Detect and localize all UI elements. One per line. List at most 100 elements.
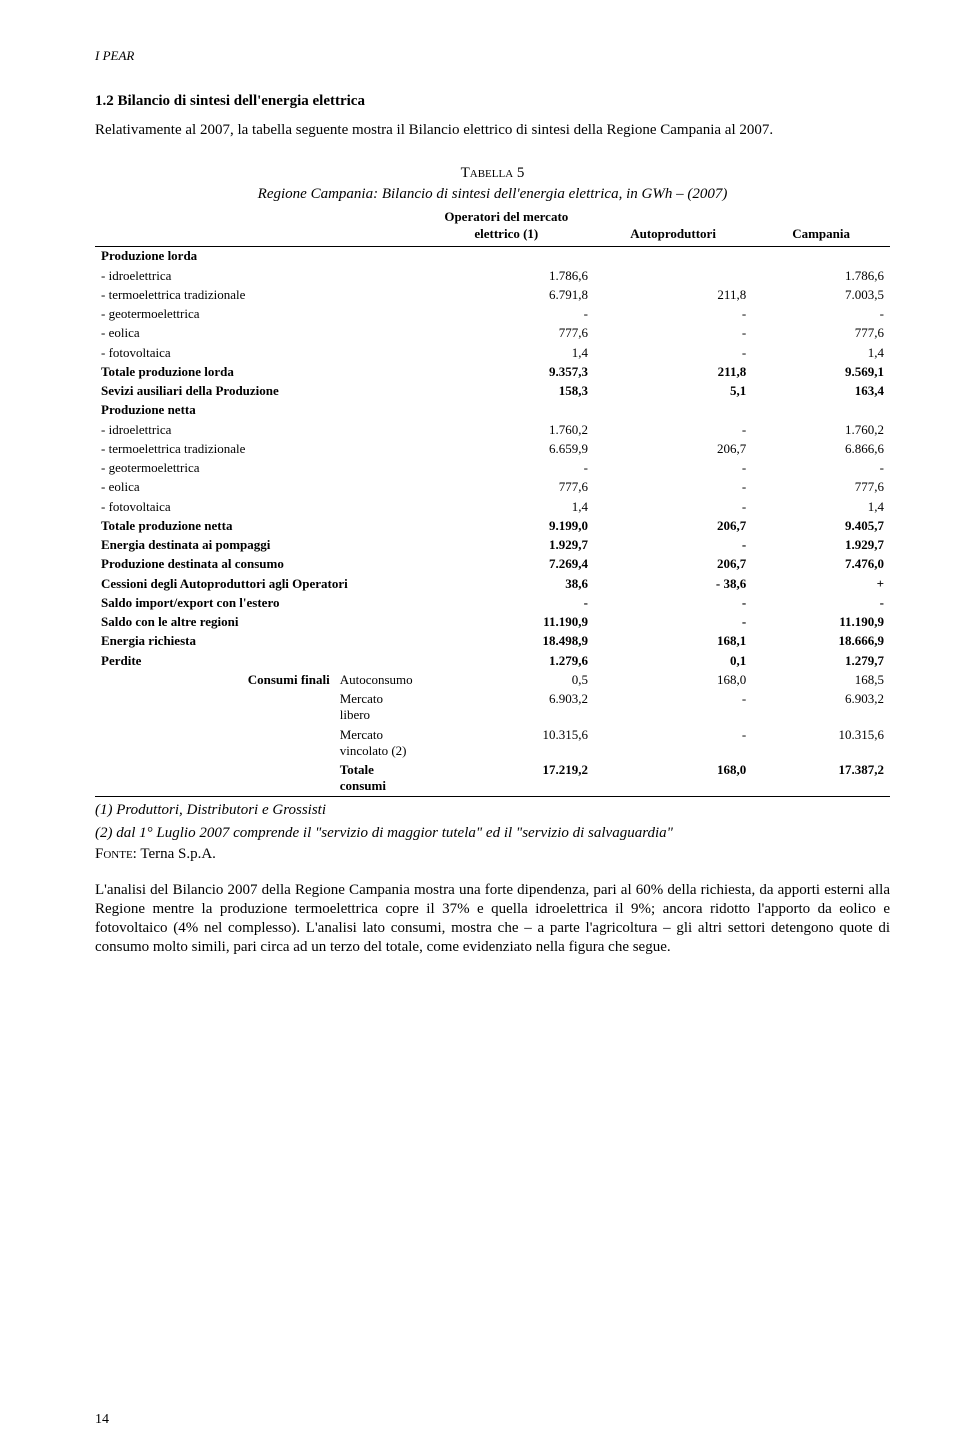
table-row: - idroelettrica1.786,61.786,6 (95, 266, 890, 285)
row-value: 10.315,6 (419, 725, 594, 761)
col-0 (95, 207, 419, 246)
table-header-row: Operatori del mercato elettrico (1) Auto… (95, 207, 890, 246)
row-label: Energia destinata ai pompaggi (95, 536, 419, 555)
row-label: Energia richiesta (95, 632, 419, 651)
row-value: 17.219,2 (419, 761, 594, 797)
table-row: Energia richiesta18.498,9168,118.666,9 (95, 632, 890, 651)
table-row: Totale consumi17.219,2168,017.387,2 (95, 761, 890, 797)
row-value: 18.666,9 (752, 632, 890, 651)
table-row: Totale produzione lorda9.357,3211,89.569… (95, 362, 890, 381)
row-label: Sevizi ausiliari della Produzione (95, 382, 419, 401)
table-row: Produzione destinata al consumo7.269,420… (95, 555, 890, 574)
col-2: Autoproduttori (594, 207, 752, 246)
table-row: - fotovoltaica1,4-1,4 (95, 343, 890, 362)
row-value: - (594, 497, 752, 516)
row-value (419, 401, 594, 420)
row-value: - (594, 478, 752, 497)
row-label: Perdite (95, 651, 419, 670)
row-value (594, 401, 752, 420)
table-row: Saldo con le altre regioni11.190,9-11.19… (95, 613, 890, 632)
row-value: 18.498,9 (419, 632, 594, 651)
table-subtitle: Regione Campania: Bilancio di sintesi de… (95, 185, 890, 204)
table-row: - geotermoelettrica--- (95, 459, 890, 478)
row-value: 168,0 (594, 761, 752, 797)
page-header: I PEAR (95, 48, 890, 64)
row-value: - (594, 420, 752, 439)
row-label-b: Mercato vincolato (2) (336, 725, 419, 761)
row-label-a: Consumi finali (95, 670, 336, 689)
table-row: Totale produzione netta9.199,0206,79.405… (95, 516, 890, 535)
table-row: Saldo import/export con l'estero--- (95, 593, 890, 612)
row-value: - (594, 536, 752, 555)
row-value: 206,7 (594, 555, 752, 574)
row-value: 7.269,4 (419, 555, 594, 574)
row-value: - (594, 725, 752, 761)
row-value: 9.199,0 (419, 516, 594, 535)
row-label: Totale produzione netta (95, 516, 419, 535)
table-row: Produzione lorda (95, 246, 890, 266)
row-value: 6.659,9 (419, 439, 594, 458)
table-row: Perdite1.279,60,11.279,7 (95, 651, 890, 670)
row-label: - geotermoelettrica (95, 305, 419, 324)
intro-paragraph: Relativamente al 2007, la tabella seguen… (95, 121, 890, 140)
row-label: Cessioni degli Autoproduttori agli Opera… (95, 574, 419, 593)
row-label: - fotovoltaica (95, 343, 419, 362)
row-value: + (752, 574, 890, 593)
row-value: 1.279,6 (419, 651, 594, 670)
row-value: 1.786,6 (419, 266, 594, 285)
row-value: 158,3 (419, 382, 594, 401)
table-row: - geotermoelettrica--- (95, 305, 890, 324)
row-value: 206,7 (594, 516, 752, 535)
row-value: 1,4 (752, 343, 890, 362)
row-label: - idroelettrica (95, 266, 419, 285)
row-label: - termoelettrica tradizionale (95, 439, 419, 458)
table-row: - eolica777,6-777,6 (95, 324, 890, 343)
row-value: - (419, 459, 594, 478)
row-value: 6.903,2 (752, 690, 890, 726)
row-value: - (594, 593, 752, 612)
row-value: 1.760,2 (419, 420, 594, 439)
row-value: - (594, 324, 752, 343)
table-row: Mercato vincolato (2)10.315,6-10.315,6 (95, 725, 890, 761)
table-row: Produzione netta (95, 401, 890, 420)
col-1: Operatori del mercato elettrico (1) (419, 207, 594, 246)
row-label-b: Autoconsumo (336, 670, 419, 689)
row-value: 1.929,7 (419, 536, 594, 555)
row-value: 163,4 (752, 382, 890, 401)
row-value: 777,6 (752, 478, 890, 497)
row-value (419, 246, 594, 266)
row-value: 168,5 (752, 670, 890, 689)
analysis-paragraph: L'analisi del Bilancio 2007 della Region… (95, 881, 890, 956)
row-value: 1.279,7 (752, 651, 890, 670)
row-value: 0,5 (419, 670, 594, 689)
row-label: Produzione netta (95, 401, 419, 420)
footnote-1: (1) Produttori, Distributori e Grossisti (95, 801, 890, 820)
row-value: 9.357,3 (419, 362, 594, 381)
row-label-b: Totale consumi (336, 761, 419, 797)
table-row: Mercato libero6.903,2-6.903,2 (95, 690, 890, 726)
balance-table: Operatori del mercato elettrico (1) Auto… (95, 207, 890, 797)
row-value: 1,4 (752, 497, 890, 516)
row-value: - (594, 305, 752, 324)
row-value: 10.315,6 (752, 725, 890, 761)
row-value: 6.903,2 (419, 690, 594, 726)
row-value (594, 246, 752, 266)
col-3: Campania (752, 207, 890, 246)
fonte-label: Fonte (95, 846, 133, 862)
row-value: 777,6 (752, 324, 890, 343)
row-value: - (752, 305, 890, 324)
row-label: - termoelettrica tradizionale (95, 285, 419, 304)
row-value: - (594, 343, 752, 362)
row-value: 211,8 (594, 285, 752, 304)
footnote-2: (2) dal 1° Luglio 2007 comprende il "ser… (95, 824, 890, 843)
row-value: 777,6 (419, 478, 594, 497)
row-label: - eolica (95, 324, 419, 343)
row-value: 9.569,1 (752, 362, 890, 381)
row-value (752, 401, 890, 420)
row-value: - (752, 459, 890, 478)
row-value: 168,0 (594, 670, 752, 689)
row-value: 211,8 (594, 362, 752, 381)
table-row: - eolica777,6-777,6 (95, 478, 890, 497)
row-label-a (95, 690, 336, 726)
row-value: 1.760,2 (752, 420, 890, 439)
